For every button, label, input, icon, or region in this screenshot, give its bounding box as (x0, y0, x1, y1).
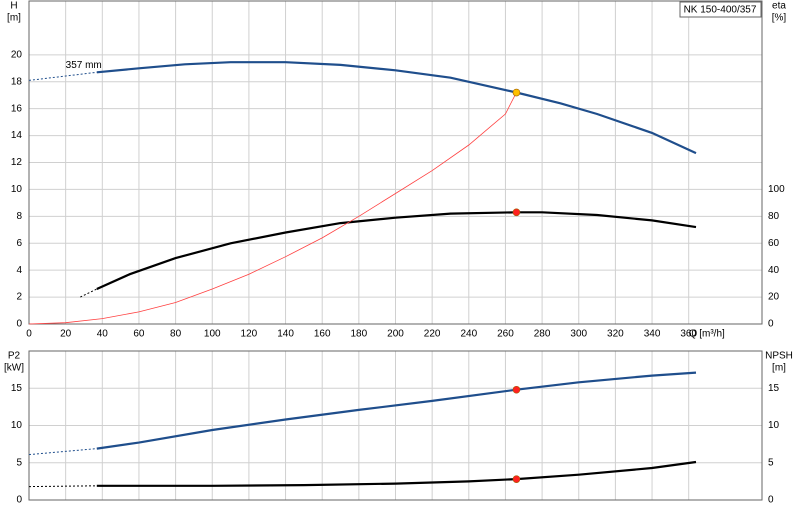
y2-tick-label: 60 (768, 238, 780, 249)
curve (96, 460, 697, 487)
x-tick-label: 240 (460, 329, 477, 340)
duty-point (512, 385, 521, 394)
x-tick-label: 60 (133, 329, 145, 340)
y2-axis-unit: [m] (772, 363, 786, 374)
x-tick-label: 40 (97, 329, 109, 340)
y2-tick-label: 15 (768, 383, 780, 394)
y2-axis-label: eta (772, 1, 786, 12)
x-tick-label: 140 (277, 329, 294, 340)
y-axis-unit: [kW] (4, 363, 24, 374)
y-tick-label: 18 (11, 76, 23, 87)
x-tick-label: 340 (644, 329, 661, 340)
title-box (679, 1, 762, 18)
curve (28, 448, 97, 456)
curve (80, 288, 98, 298)
curve (96, 211, 697, 291)
x-tick-label: 0 (26, 329, 32, 340)
y2-axis-label: NPSH (765, 351, 793, 362)
x-tick-label: 320 (607, 329, 624, 340)
y2-tick-label: 40 (768, 265, 780, 276)
y-axis-label: H (10, 1, 17, 12)
y-tick-label: 16 (11, 103, 23, 114)
y-tick-label: 5 (16, 457, 22, 468)
duty-point (512, 208, 521, 217)
x-tick-label: 200 (387, 329, 404, 340)
plot-frame (28, 0, 763, 325)
duty-point (512, 88, 521, 97)
x-tick-label: 260 (497, 329, 514, 340)
curve (28, 92, 517, 325)
x-tick-label: 100 (204, 329, 221, 340)
y2-tick-label: 0 (768, 319, 774, 330)
y-tick-label: 15 (11, 383, 23, 394)
y2-tick-label: 80 (768, 211, 780, 222)
x-tick-label: 120 (241, 329, 258, 340)
curve-annotation: 357 mm (66, 60, 102, 71)
y-tick-label: 8 (16, 211, 22, 222)
x-tick-label: 300 (570, 329, 587, 340)
y2-axis-unit: [%] (772, 13, 787, 24)
y2-tick-label: 10 (768, 420, 780, 431)
y-tick-label: 12 (11, 157, 23, 168)
y-tick-label: 0 (16, 319, 22, 330)
duty-point (512, 475, 521, 483)
chart-title: NK 150-400/357 (684, 5, 757, 16)
x-tick-label: 360 (680, 329, 697, 340)
y-axis-unit: [m] (7, 13, 21, 24)
curve (96, 371, 697, 450)
y2-tick-label: 5 (768, 457, 774, 468)
x-tick-label: 160 (314, 329, 331, 340)
y-tick-label: 0 (16, 495, 22, 506)
x-tick-label: 180 (351, 329, 368, 340)
y-tick-label: 10 (11, 420, 23, 431)
x-tick-label: 80 (170, 329, 182, 340)
x-axis-label: Q [m³/h] (689, 329, 725, 340)
y2-tick-label: 20 (768, 292, 780, 303)
x-tick-label: 280 (534, 329, 551, 340)
y-tick-label: 14 (11, 130, 23, 141)
x-tick-label: 20 (60, 329, 72, 340)
curve (28, 71, 97, 81)
curve (96, 61, 697, 155)
plot-frame (28, 350, 763, 501)
y-tick-label: 6 (16, 238, 22, 249)
y2-tick-label: 0 (768, 495, 774, 506)
y-axis-label: P2 (8, 351, 21, 362)
y-tick-label: 2 (16, 292, 22, 303)
y-tick-label: 20 (11, 49, 23, 60)
curve (28, 485, 97, 488)
x-tick-label: 220 (424, 329, 441, 340)
y-tick-label: 4 (16, 265, 22, 276)
y2-tick-label: 100 (768, 184, 785, 195)
y-tick-label: 10 (11, 184, 23, 195)
